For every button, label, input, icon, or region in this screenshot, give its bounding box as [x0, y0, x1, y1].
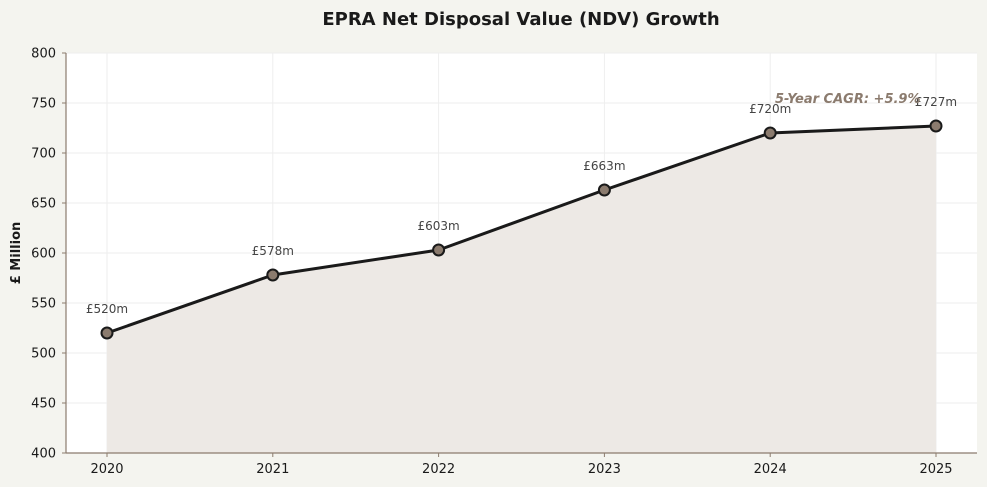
x-tick-label: 2020: [90, 462, 123, 477]
data-point: [432, 243, 446, 257]
area-fill: [107, 126, 936, 453]
data-label: £603m: [417, 219, 459, 233]
x-tick-label: 2024: [754, 462, 787, 477]
x-tick-label: 2021: [256, 462, 289, 477]
y-tick-label: 450: [31, 397, 56, 412]
x-tick-label: 2022: [422, 462, 455, 477]
data-label: £578m: [252, 244, 294, 258]
data-point: [929, 119, 943, 133]
y-tick-label: 650: [31, 197, 56, 212]
data-point: [597, 183, 611, 197]
x-tick-label: 2023: [588, 462, 621, 477]
x-tick-label: 2025: [919, 462, 952, 477]
y-tick-label: 600: [31, 247, 56, 262]
y-tick-label: 700: [31, 147, 56, 162]
data-point: [100, 326, 114, 340]
data-point: [763, 126, 777, 140]
y-tick-label: 750: [31, 97, 56, 112]
data-point: [266, 268, 280, 282]
series-line: [106, 124, 937, 335]
y-tick-label: 400: [31, 447, 56, 462]
y-tick-label: 800: [31, 47, 56, 62]
data-label: £727m: [915, 95, 957, 109]
data-label: £520m: [86, 302, 128, 316]
y-tick-label: 550: [31, 297, 56, 312]
chart-title: EPRA Net Disposal Value (NDV) Growth: [322, 9, 719, 30]
y-tick-label: 500: [31, 347, 56, 362]
y-axis-label: £ Million: [9, 222, 24, 285]
data-label: £663m: [583, 159, 625, 173]
cagr-annotation: 5-Year CAGR: +5.9%: [775, 92, 921, 107]
data-label: £720m: [749, 102, 791, 116]
